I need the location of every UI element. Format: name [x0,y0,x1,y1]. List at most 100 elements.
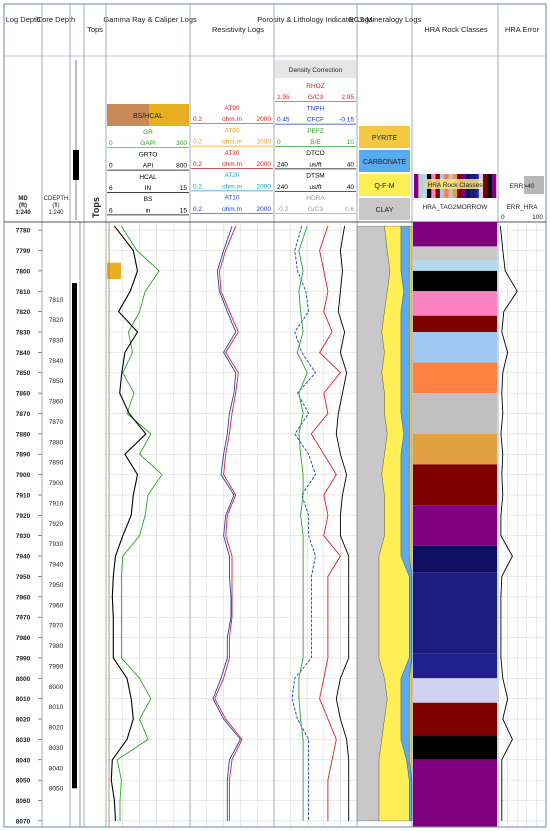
core-depth-tick-label: 7970 [49,623,64,630]
md-label: MD [18,196,28,202]
md-tick-label: 7830 [16,330,31,337]
hra-legend-swatch [418,174,423,198]
porosity-scale-unit: us/ft [309,161,321,168]
md-tick-label: 8070 [16,818,31,825]
gamma-scale-left: 0 [109,163,113,170]
hra-class-band [413,433,497,465]
hra-class-band [413,260,497,271]
track-titles: Log Depth Core Depth Tops Gamma Ray & Ca… [6,15,540,34]
core-depth-tick-label: 7950 [49,582,64,589]
gamma-curve-name: GR [143,129,153,136]
porosity-scale-left: 1.95 [277,94,290,101]
bs-hcal-swatch-gold [149,104,189,126]
porosity-scale-right: 40 [347,184,355,191]
hra-class-band [413,362,497,394]
md-tick-label: 7980 [16,635,31,642]
porosity-scale-right: 0.6 [345,206,354,213]
series-err_hra [499,226,518,821]
core-depth-tick-label: 8020 [49,725,64,732]
ecs-legend-swatch [359,174,410,196]
porosity-curve-name: TNPH [307,105,325,112]
porosity-scale-right: 40 [347,161,355,168]
md-tick-label: 7790 [16,248,31,255]
porosity-scale-left: 0 [277,139,281,146]
bs-hcal-label: BS/HCAL [133,113,163,120]
hra-class-band [413,505,497,546]
bs-hcal-swatch-brown [107,104,149,126]
md-scale: 1:240 [15,210,31,216]
porosity-scale-unit: B/E [310,139,321,146]
core-depth-tick-label: 8040 [49,765,64,772]
resistivity-curve-name: AT10 [224,195,239,202]
gamma-scale-unit: API [143,163,154,170]
hra-class-band [413,702,497,736]
series-grto [110,225,147,821]
ecs-legend-label: CLAY [376,207,394,214]
hra-legend-swatch [487,174,492,198]
md-tick-label: 7900 [16,472,31,479]
hra-curve-name: HRA_TAG2MORROW [423,204,489,211]
hra-legend-swatch [414,174,419,198]
gamma-scale-unit: in [145,207,150,214]
ecs-fill-pyrite [409,225,413,821]
porosity-scale-left: 240 [277,184,288,191]
md-tick-label: 7910 [16,492,31,499]
resistivity-scale-right: 2000 [257,161,272,168]
resistivity-curve-name: AT60 [224,127,239,134]
porosity-scale-unit: us/ft [309,184,321,191]
core-depth-tick-label: 7850 [49,378,64,385]
density-correction-label: Density Correction [289,67,343,74]
ecs-legend-label: Q-F-M [374,183,394,190]
hra-legend-swatch [483,174,488,198]
core-depth-tick-label: 7940 [49,562,64,569]
md-tick-label: 8000 [16,676,31,683]
porosity-scale-right: 10 [347,139,355,146]
core-depth-tick-label: 7890 [49,460,64,467]
porosity-scale-left: -0.2 [277,206,289,213]
hra-error-curve-name: ERR_HRA [506,204,538,211]
md-tick-label: 7920 [16,513,31,520]
hra-class-band [413,678,497,703]
gamma-curve-name: GRTO [139,151,158,158]
gamma-scale-unit: IN [145,185,152,192]
resistivity-scale-left: 0.2 [193,139,202,146]
gamma-grid [106,222,190,827]
hra-class-band [413,291,497,316]
porosity-scale-right: -0.15 [339,117,354,124]
core-depth-tick-label: 7870 [49,419,64,426]
core-coverage-bar [72,283,77,789]
cdepth-scale: 1:240 [48,210,64,216]
md-tick-label: 7820 [16,309,31,316]
core-depth-tick-label: 7920 [49,521,64,528]
series-tnph [291,225,317,821]
md-tick-label: 8060 [16,798,31,805]
hra-legend-tag [426,179,482,189]
series-at90 [214,225,243,821]
gamma-curve-name: HCAL [139,174,157,181]
md-tick-label: 7810 [16,289,31,296]
md-tick-label: 7800 [16,268,31,275]
md-tick-label: 7780 [16,228,31,235]
hra-error-scale-left: 0 [501,214,505,221]
hra-error-flag-label: ERR>40 [510,183,535,190]
porosity-scale-left: 0.45 [277,117,290,124]
resistivity-scale-unit: ohm.m [222,161,242,168]
cdepth-unit: (ft) [52,203,59,209]
hra-class-band [413,464,497,506]
md-tick-label: 7950 [16,574,31,581]
hra-class-band [413,315,497,332]
hra-class-band [413,332,497,363]
gamma-scale-left: 6 [109,185,113,192]
porosity-scale-right: 2.95 [341,94,354,101]
porosity-scale-unit: G/C3 [308,94,324,101]
core-depth-tick-label: 7860 [49,399,64,406]
resistivity-scale-right: 2000 [257,139,272,146]
core-depth-tick-label: 7980 [49,643,64,650]
hra-class-band [413,735,497,760]
resistivity-curve-name: AT30 [224,150,239,157]
gamma-scale-left: 0 [109,140,113,147]
hra-class-band [413,246,497,261]
ecs-legend-swatch [359,198,410,220]
md-tick-label: 8040 [16,757,31,764]
